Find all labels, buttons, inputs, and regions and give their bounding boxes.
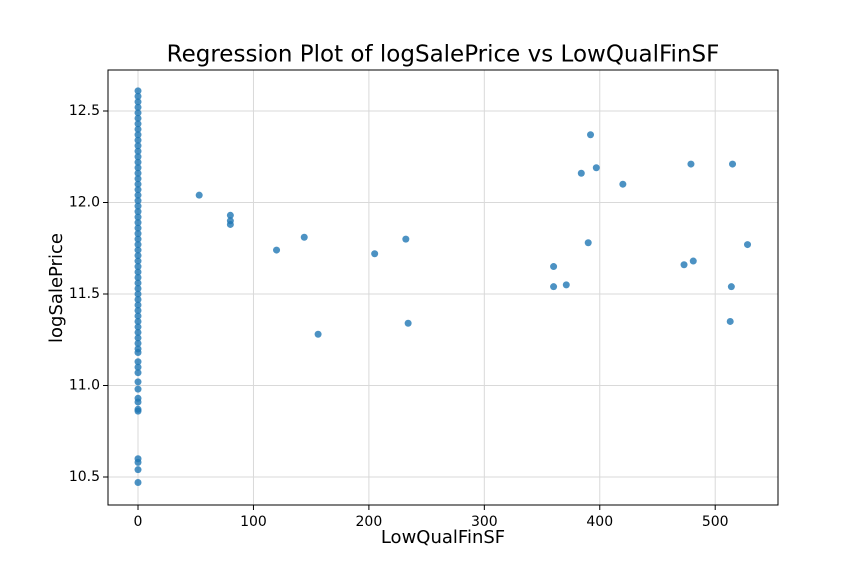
point [134,405,142,413]
point [134,142,142,150]
y-tick-label: 12.0 [69,194,100,210]
y-axis-label: logSalePrice [46,233,67,343]
point [134,263,142,271]
point [195,191,203,199]
point [134,180,142,188]
point [134,378,142,386]
point [314,330,322,338]
point [134,98,142,106]
point [134,358,142,366]
point [134,369,142,377]
point [134,290,142,298]
point [619,180,627,188]
point [273,246,281,254]
point [134,306,142,314]
point [134,169,142,177]
point [134,103,142,111]
plot-frame [107,69,779,506]
point [134,363,142,371]
x-tick-label: 400 [586,514,613,530]
point [134,208,142,216]
point [404,319,412,327]
point [226,211,234,219]
x-tick-label: 500 [702,514,729,530]
point [727,283,735,291]
point [587,131,595,139]
point [687,160,695,168]
point [134,285,142,293]
point [134,202,142,210]
point [577,169,585,177]
point [134,224,142,232]
point [134,295,142,303]
point [134,268,142,276]
point [134,158,142,166]
point [550,283,558,291]
point [729,160,737,168]
y-tick-label: 10.5 [69,469,100,485]
point [134,241,142,249]
point [226,220,234,228]
y-tick-label: 11.5 [69,286,100,302]
point [592,164,600,172]
point [134,213,142,221]
point [134,317,142,325]
point [134,252,142,260]
point [689,257,697,265]
point [134,164,142,172]
point [134,455,142,463]
chart-title: Regression Plot of logSalePrice vs LowQu… [167,42,720,68]
point [134,153,142,161]
point [584,239,592,247]
point [134,175,142,183]
x-tick-label: 300 [471,514,498,530]
point [680,261,688,269]
point [134,235,142,243]
point [134,257,142,265]
point [134,230,142,238]
x-tick-label: 200 [356,514,383,530]
point [134,114,142,122]
point [300,233,308,241]
point [134,301,142,309]
point [134,92,142,100]
point [134,279,142,287]
point [134,136,142,144]
x-axis-label: LowQualFinSF [381,527,505,548]
point [134,125,142,133]
point [134,339,142,347]
point [371,250,379,258]
point [134,186,142,194]
point [134,345,142,353]
x-tick-label: 0 [134,514,143,530]
point [134,478,142,486]
point [550,263,558,271]
x-tick-label: 100 [240,514,267,530]
point [134,274,142,282]
point [134,246,142,254]
point [134,385,142,393]
point [134,219,142,227]
point [134,197,142,205]
point [134,191,142,199]
point [134,120,142,128]
point [562,281,570,289]
point [134,466,142,474]
point [134,323,142,331]
point [134,109,142,117]
y-tick-label: 11.0 [69,377,100,393]
point [134,328,142,336]
point [134,312,142,320]
point [134,147,142,155]
y-tick-label: 12.5 [69,103,100,119]
point [744,241,752,249]
point [726,317,734,325]
point [134,131,142,139]
point [134,87,142,95]
point [134,334,142,342]
point [402,235,410,243]
point [134,394,142,402]
